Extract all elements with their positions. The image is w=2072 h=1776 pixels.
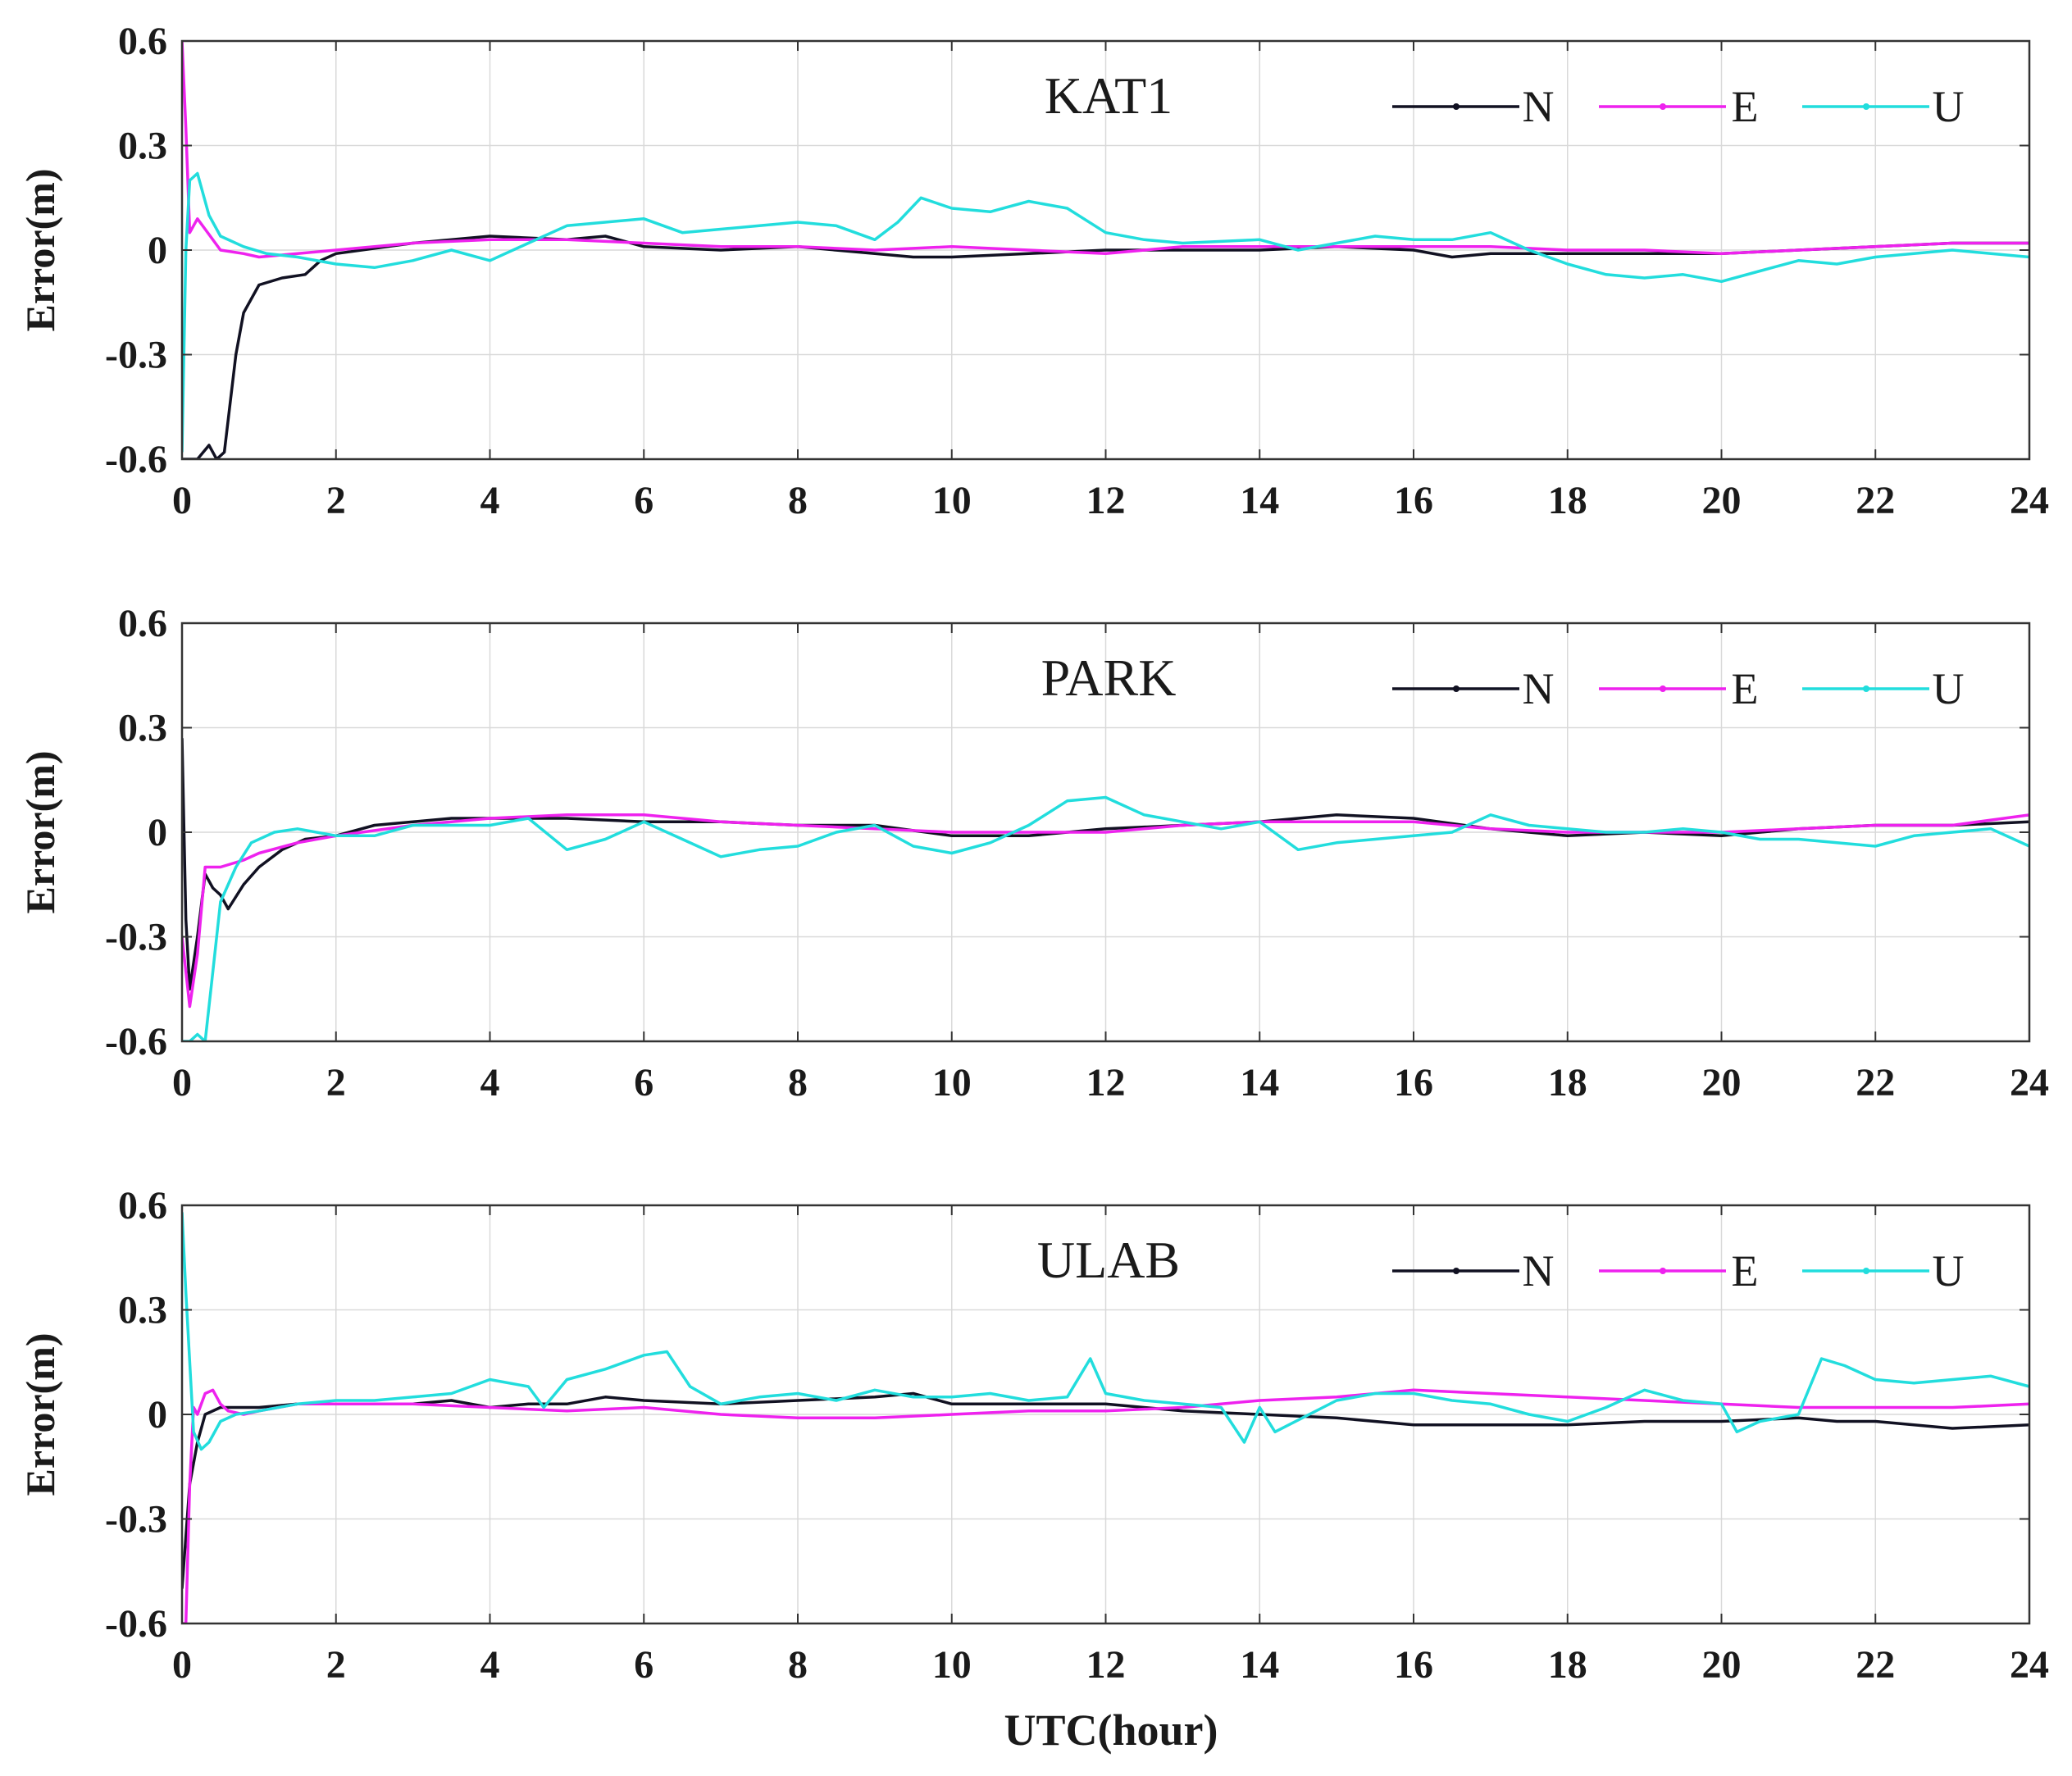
x-tick-label: 10	[932, 1643, 972, 1687]
x-tick-label: 8	[788, 1061, 808, 1104]
y-tick-label: 0	[148, 1393, 167, 1437]
series-line-e	[182, 1388, 2029, 1623]
y-tick-label: 0.6	[118, 1184, 167, 1227]
series-line-e	[182, 41, 2029, 259]
x-tick-label: 16	[1394, 1061, 1433, 1104]
y-tick-label: 0.3	[118, 707, 167, 750]
x-tick-label: 6	[634, 1643, 653, 1687]
x-axis-label: UTC(hour)	[1004, 1705, 1218, 1755]
x-tick-label: 0	[172, 479, 192, 522]
x-tick-label: 20	[1702, 1643, 1742, 1687]
y-tick-label: 0.6	[118, 602, 167, 645]
x-tick-label: 6	[634, 1061, 653, 1104]
y-tick-label: 0.6	[118, 20, 167, 63]
y-tick-label: 0.3	[118, 1289, 167, 1332]
series-line-n	[182, 1391, 2029, 1589]
x-tick-label: 20	[1702, 1061, 1742, 1104]
series-line-u	[182, 1212, 2029, 1451]
x-tick-label: 10	[932, 1061, 972, 1104]
legend-label-e: E	[1732, 1246, 1759, 1296]
y-tick-label: 0	[148, 811, 167, 854]
x-tick-label: 4	[480, 1643, 500, 1687]
x-tick-label: 2	[326, 1643, 346, 1687]
panel-title: PARK	[1041, 649, 1177, 707]
series-line-u	[182, 171, 2029, 453]
legend-label-n: N	[1523, 82, 1555, 131]
x-tick-label: 10	[932, 479, 972, 522]
x-tick-label: 4	[480, 1061, 500, 1104]
x-tick-label: 16	[1394, 479, 1433, 522]
legend-label-u: U	[1933, 664, 1965, 713]
legend-marker-e	[1660, 1268, 1666, 1274]
x-tick-label: 0	[172, 1061, 192, 1104]
legend-marker-n	[1453, 685, 1460, 692]
x-tick-label: 6	[634, 479, 653, 522]
x-tick-label: 8	[788, 479, 808, 522]
x-tick-label: 14	[1240, 1061, 1279, 1104]
legend-label-e: E	[1732, 664, 1759, 713]
y-tick-label: 0.3	[118, 125, 167, 168]
x-tick-label: 0	[172, 1643, 192, 1687]
x-tick-label: 18	[1548, 479, 1587, 522]
x-tick-label: 16	[1394, 1643, 1433, 1687]
legend-label-u: U	[1933, 82, 1965, 131]
y-tick-label: 0	[148, 229, 167, 272]
x-tick-label: 2	[326, 479, 346, 522]
x-tick-label: 14	[1240, 479, 1279, 522]
legend-marker-e	[1660, 685, 1666, 692]
y-tick-label: -0.6	[105, 1602, 167, 1646]
x-tick-label: 24	[2010, 1061, 2049, 1104]
x-tick-label: 12	[1086, 1643, 1126, 1687]
y-axis-label: Error(m)	[17, 169, 63, 332]
legend-label-n: N	[1523, 1246, 1555, 1296]
legend-marker-n	[1453, 103, 1460, 110]
legend-marker-n	[1453, 1268, 1460, 1274]
x-tick-label: 18	[1548, 1643, 1587, 1687]
x-tick-label: 22	[1856, 479, 1895, 522]
y-tick-label: -0.3	[105, 916, 167, 959]
x-tick-label: 22	[1856, 1061, 1895, 1104]
x-tick-label: 20	[1702, 479, 1742, 522]
legend-marker-e	[1660, 103, 1666, 110]
panel-title: KAT1	[1045, 66, 1173, 125]
y-tick-label: -0.3	[105, 334, 167, 377]
chart-panel-park: 0 2 4 6 8 10 12 14 16 18 20 22 24-0.6-0.300.30.6PARK…	[17, 602, 2049, 1104]
x-tick-label: 2	[326, 1061, 346, 1104]
y-axis-label: Error(m)	[17, 751, 63, 914]
legend-label-n: N	[1523, 664, 1555, 713]
x-tick-label: 18	[1548, 1061, 1587, 1104]
legend-marker-u	[1863, 1268, 1869, 1274]
y-tick-label: -0.6	[105, 1020, 167, 1063]
x-tick-label: 14	[1240, 1643, 1279, 1687]
x-tick-label: 24	[2010, 479, 2049, 522]
series-line-u	[182, 795, 2029, 1041]
panel-title: ULAB	[1037, 1231, 1180, 1289]
x-tick-label: 22	[1856, 1643, 1895, 1687]
x-tick-label: 4	[480, 479, 500, 522]
x-tick-label: 12	[1086, 479, 1126, 522]
chart-panel-kat1: 0 2 4 6 8 10 12 14 16 18 20 22 24-0.6-0.300.30.6KAT1…	[17, 20, 2049, 522]
chart-panel-ulab: 0 2 4 6 8 10 12 14 16 18 20 22 24-0.6-0.300.30.6ULAB…	[17, 1184, 2049, 1687]
legend-label-u: U	[1933, 1246, 1965, 1296]
y-axis-label: Error(m)	[17, 1333, 63, 1496]
x-tick-label: 12	[1086, 1061, 1126, 1104]
y-tick-label: -0.3	[105, 1498, 167, 1541]
legend-marker-u	[1863, 685, 1869, 692]
legend-marker-u	[1863, 103, 1869, 110]
x-tick-label: 8	[788, 1643, 808, 1687]
x-tick-label: 24	[2010, 1643, 2049, 1687]
y-tick-label: -0.6	[105, 438, 167, 481]
legend-label-e: E	[1732, 82, 1759, 131]
